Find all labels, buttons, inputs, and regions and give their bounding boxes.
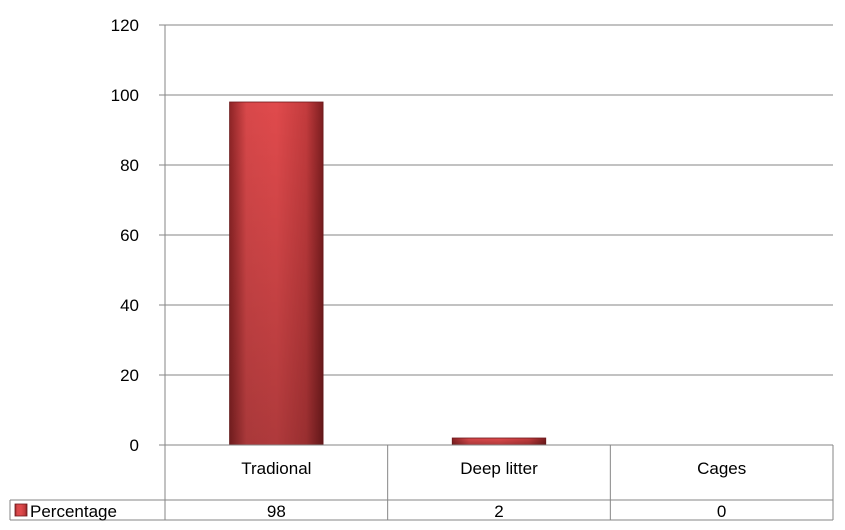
y-tick-label: 100 bbox=[111, 86, 139, 105]
y-tick-label: 120 bbox=[111, 16, 139, 35]
axes bbox=[159, 24, 166, 520]
data-table-value: 0 bbox=[717, 502, 726, 521]
bar-shading bbox=[229, 102, 324, 445]
legend-series-label: Percentage bbox=[30, 502, 117, 521]
x-category-label: Tradional bbox=[241, 459, 311, 478]
bar-shading bbox=[452, 438, 546, 445]
legend-key-swatch bbox=[14, 503, 28, 517]
data-table: Tradional 98 Deep litter 2 Cages 0 Percentage bbox=[9, 444, 834, 521]
data-table-value: 2 bbox=[494, 502, 503, 521]
x-category-label: Deep litter bbox=[460, 459, 538, 478]
bars bbox=[229, 101, 547, 446]
y-tick-label: 20 bbox=[120, 366, 139, 385]
y-tick-labels: 0 20 40 60 80 100 120 bbox=[111, 16, 139, 455]
x-category-label: Cages bbox=[697, 459, 746, 478]
data-table-value: 98 bbox=[267, 502, 286, 521]
y-tick-label: 80 bbox=[120, 156, 139, 175]
y-tick-label: 60 bbox=[120, 226, 139, 245]
y-tick-label: 40 bbox=[120, 296, 139, 315]
y-tick-label: 0 bbox=[130, 436, 139, 455]
